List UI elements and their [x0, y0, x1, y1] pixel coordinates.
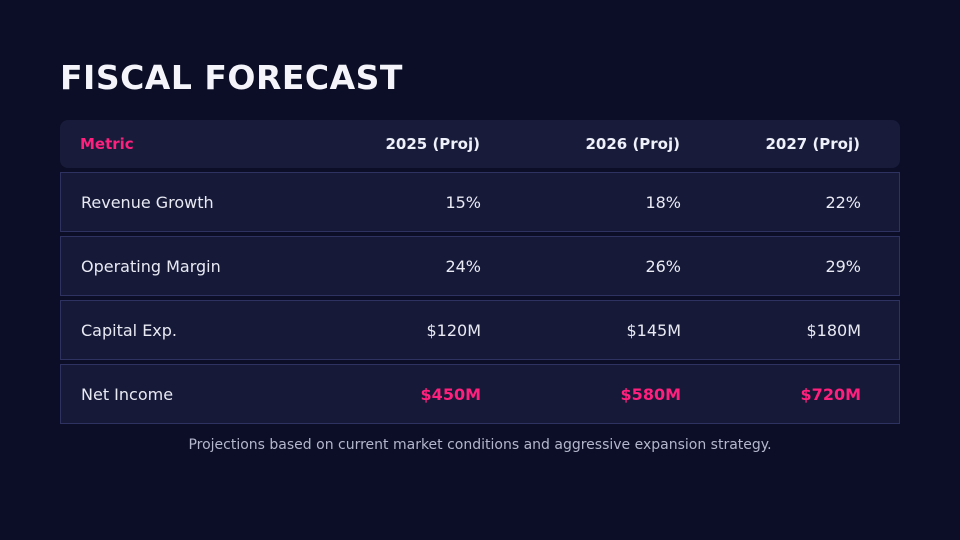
- table-row: Net Income $450M $580M $720M: [60, 364, 900, 424]
- table-cell: $120M: [426, 320, 481, 340]
- table-cell: 22%: [825, 192, 861, 212]
- table-row: Capital Exp. $120M $145M $180M: [60, 300, 900, 360]
- header-cell: 2025 (Proj): [385, 135, 480, 153]
- table-cell: $180M: [806, 320, 861, 340]
- table-cell: Revenue Growth: [81, 192, 214, 212]
- table-cell: 29%: [825, 256, 861, 276]
- header-cell: Metric: [80, 135, 134, 153]
- table-cell: $720M: [800, 384, 861, 404]
- table-cell: Net Income: [81, 384, 174, 404]
- table-row: Operating Margin 24% 26% 29%: [60, 236, 900, 296]
- table-cell: Capital Exp.: [81, 320, 178, 340]
- table-cell: 18%: [645, 192, 681, 212]
- header-cell: 2026 (Proj): [585, 135, 680, 153]
- table-cell: 15%: [445, 192, 481, 212]
- table-cell: $450M: [420, 384, 481, 404]
- table-cell: Operating Margin: [81, 256, 221, 276]
- table-cell: 24%: [445, 256, 481, 276]
- header-cell: 2027 (Proj): [765, 135, 860, 153]
- header-row: Metric 2025 (Proj) 2026 (Proj) 2027 (Proj): [60, 120, 900, 168]
- title: FISCAL FORECAST: [60, 58, 403, 97]
- table-cell: $145M: [626, 320, 681, 340]
- table-cell: $580M: [620, 384, 681, 404]
- footnote: Projections based on current market cond…: [188, 437, 772, 453]
- table-row: Revenue Growth 15% 18% 22%: [60, 172, 900, 232]
- table: Metric 2025 (Proj) 2026 (Proj) 2027 (Proj) R…: [60, 120, 900, 428]
- table-cell: 26%: [645, 256, 681, 276]
